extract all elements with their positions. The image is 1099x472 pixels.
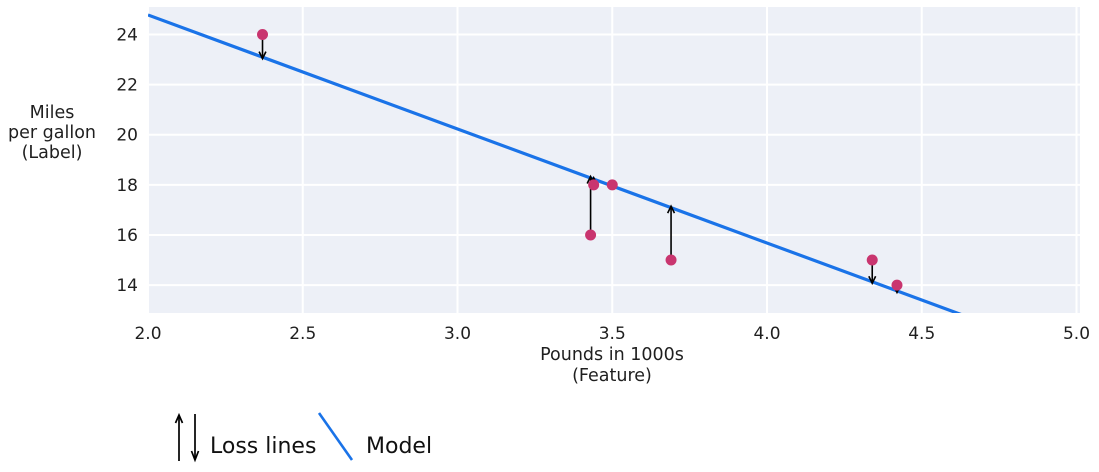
data-point — [585, 229, 597, 241]
legend-model-label: Model — [366, 434, 433, 459]
legend-loss-label: Loss lines — [210, 434, 317, 459]
data-point — [665, 254, 677, 266]
data-points — [257, 29, 903, 291]
x-axis-title: Pounds in 1000s (Feature) — [482, 345, 742, 387]
x-tick-labels: 2.0 2.5 3.0 3.5 4.0 4.5 5.0 — [134, 324, 1090, 344]
x-tick-label: 3.5 — [599, 324, 626, 344]
x-axis-title-line: (Feature) — [572, 366, 652, 386]
data-point — [588, 179, 600, 191]
x-tick-label: 4.0 — [753, 324, 780, 344]
x-tick-label: 5.0 — [1063, 324, 1090, 344]
y-tick-label: 16 — [116, 226, 138, 246]
y-axis-title-line: per gallon — [8, 123, 96, 143]
data-point — [891, 279, 903, 291]
y-tick-label: 20 — [116, 126, 138, 146]
y-tick-labels: 14 16 18 20 22 24 — [116, 26, 138, 297]
data-point — [866, 254, 878, 266]
x-tick-label: 4.5 — [908, 324, 935, 344]
plot-background — [148, 7, 1080, 313]
loss-lines-icon — [174, 412, 200, 463]
data-point — [257, 29, 269, 40]
x-tick-label: 2.0 — [134, 324, 161, 344]
model-line-icon — [317, 412, 354, 461]
y-tick-label: 18 — [116, 176, 138, 196]
y-tick-label: 22 — [116, 76, 138, 96]
loss-arrow — [666, 204, 676, 261]
y-axis-title-line: Miles — [29, 103, 75, 123]
y-tick-label: 24 — [116, 26, 138, 46]
y-axis-title: Miles per gallon (Label) — [0, 103, 104, 163]
x-tick-label: 2.5 — [289, 324, 316, 344]
data-point — [606, 179, 618, 191]
y-axis-title-line: (Label) — [21, 143, 83, 163]
x-tick-label: 3.0 — [444, 324, 471, 344]
y-tick-label: 14 — [116, 276, 138, 296]
gridlines — [147, 7, 1080, 313]
x-axis-title-line: Pounds in 1000s — [540, 345, 684, 365]
